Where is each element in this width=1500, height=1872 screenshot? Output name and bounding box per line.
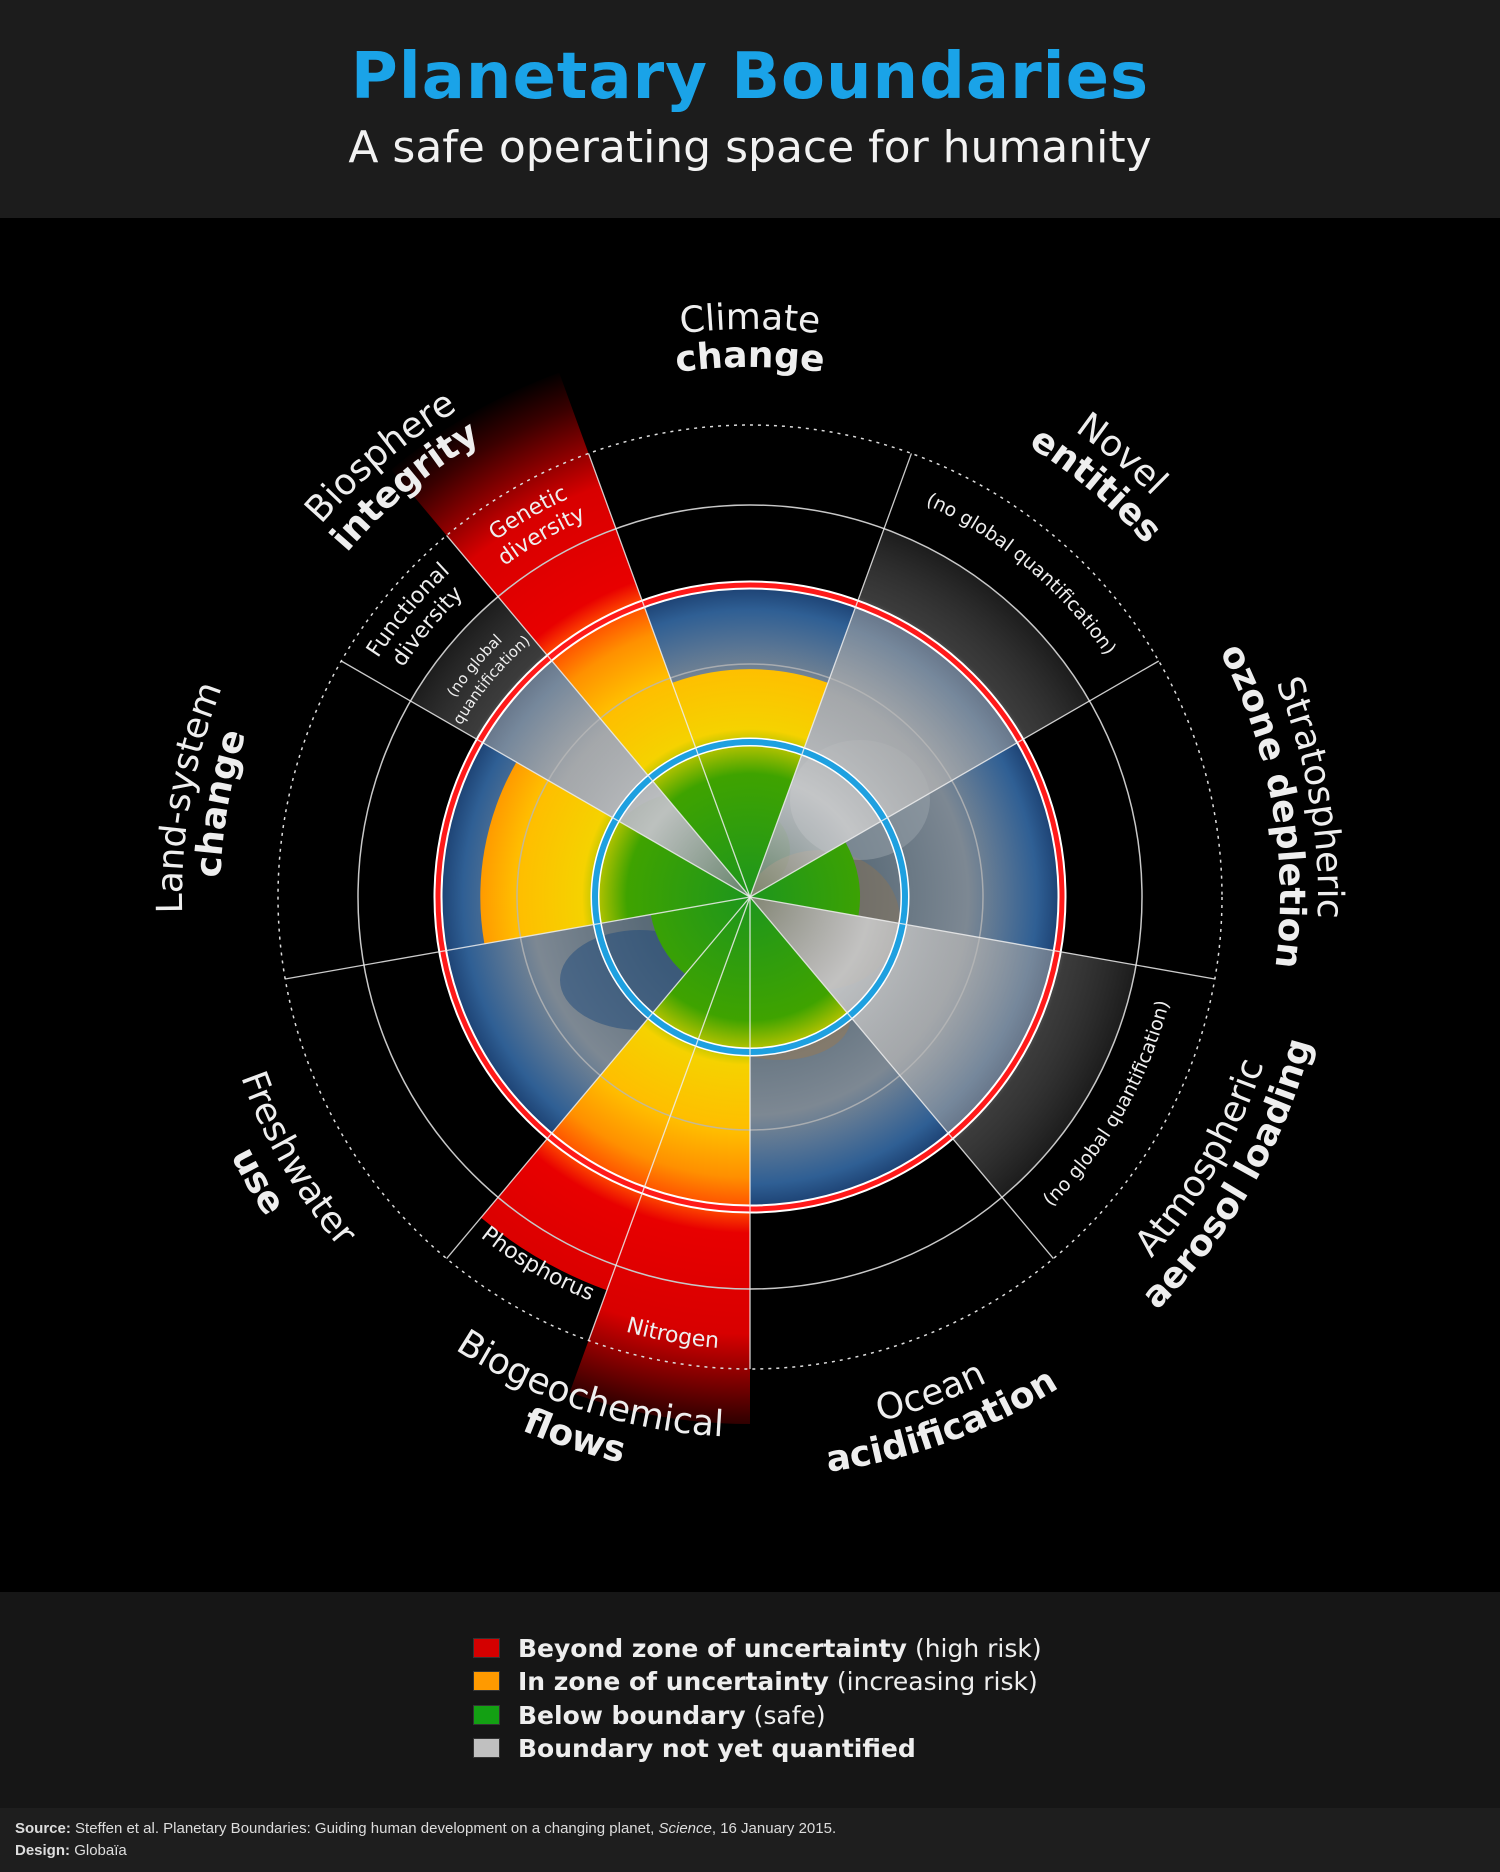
label-climate-change-line1: Climate — [678, 297, 823, 342]
planetary-boundaries-diagram: ClimatechangeNovelentitiesStratospherico… — [150, 297, 1350, 1481]
wedge-stratospheric-ozone-depletion — [750, 841, 861, 917]
sector-divider — [749, 453, 913, 898]
design-line: Design: Globaïa — [15, 1842, 127, 1859]
legend-item-uncertainty: In zone of uncertainty (increasing risk) — [473, 1666, 1038, 1696]
legend-label: Boundary not yet quantified — [518, 1733, 916, 1763]
legend-label: Beyond zone of uncertainty — [518, 1633, 907, 1663]
wedge-novel-entities — [750, 528, 1090, 897]
legend-note: (safe) — [753, 1700, 826, 1730]
sector-divider — [446, 896, 751, 1259]
legend: Beyond zone of uncertainty (high risk) I… — [0, 1592, 1500, 1808]
sector-divider — [285, 896, 751, 980]
label-climate-change-line2-text: change — [673, 335, 827, 381]
wedge-atmospheric-aerosol-loading — [750, 897, 1137, 1198]
legend-item-not-quantified: Boundary not yet quantified — [473, 1733, 924, 1763]
design-label: Design: — [15, 1842, 71, 1859]
legend-note: (high risk) — [914, 1633, 1042, 1663]
diagram-area: Climate change Novel entities Stratospheric o… — [0, 218, 1500, 1592]
page-title: Planetary Boundaries — [350, 40, 1150, 114]
header: Planetary Boundaries A safe operating sp… — [0, 0, 1500, 218]
wedge-climate-change — [672, 669, 828, 897]
wedge-land-system-change — [480, 762, 750, 944]
sector-divider — [749, 896, 1215, 980]
wedge-nitrogen — [569, 897, 750, 1424]
wedge-functional-diversity — [410, 596, 750, 897]
page-subtitle: A safe operating space for humanity — [348, 122, 1152, 173]
sector-divider — [749, 660, 1160, 898]
legend-swatch-grey — [473, 1738, 500, 1758]
design-text: Globaïa — [74, 1842, 127, 1859]
wedge-freshwater-use — [650, 897, 750, 975]
legend-note: (increasing risk) — [836, 1666, 1038, 1696]
sector-divider — [587, 453, 751, 898]
legend-swatch-green — [473, 1705, 500, 1725]
source-line: Source: Steffen et al. Planetary Boundar… — [15, 1820, 836, 1837]
legend-item-beyond: Beyond zone of uncertainty (high risk) — [473, 1633, 1042, 1663]
legend-label: In zone of uncertainty — [518, 1666, 829, 1696]
source-journal: Science — [658, 1820, 712, 1837]
wedge-phosphorus — [480, 897, 750, 1291]
label-climate-change-line1-text: Climate — [678, 297, 823, 342]
wedge-ocean-acidification — [750, 897, 848, 1049]
source-text: Steffen et al. Planetary Boundaries: Gui… — [75, 1820, 659, 1837]
footer: Source: Steffen et al. Planetary Boundar… — [0, 1808, 1500, 1872]
label-climate-change-line2: change — [673, 335, 827, 381]
subsector-divider — [446, 535, 751, 898]
sector-divider — [340, 660, 751, 898]
sector-divider — [749, 896, 1054, 1259]
legend-label: Below boundary — [518, 1700, 746, 1730]
legend-item-safe: Below boundary (safe) — [473, 1700, 826, 1730]
subsector-divider — [587, 896, 751, 1341]
dotted-circle — [277, 424, 1223, 1370]
legend-swatch-orange — [473, 1671, 500, 1691]
legend-swatch-red — [473, 1638, 500, 1658]
source-date: , 16 January 2015. — [711, 1820, 837, 1837]
source-label: Source: — [15, 1820, 71, 1837]
